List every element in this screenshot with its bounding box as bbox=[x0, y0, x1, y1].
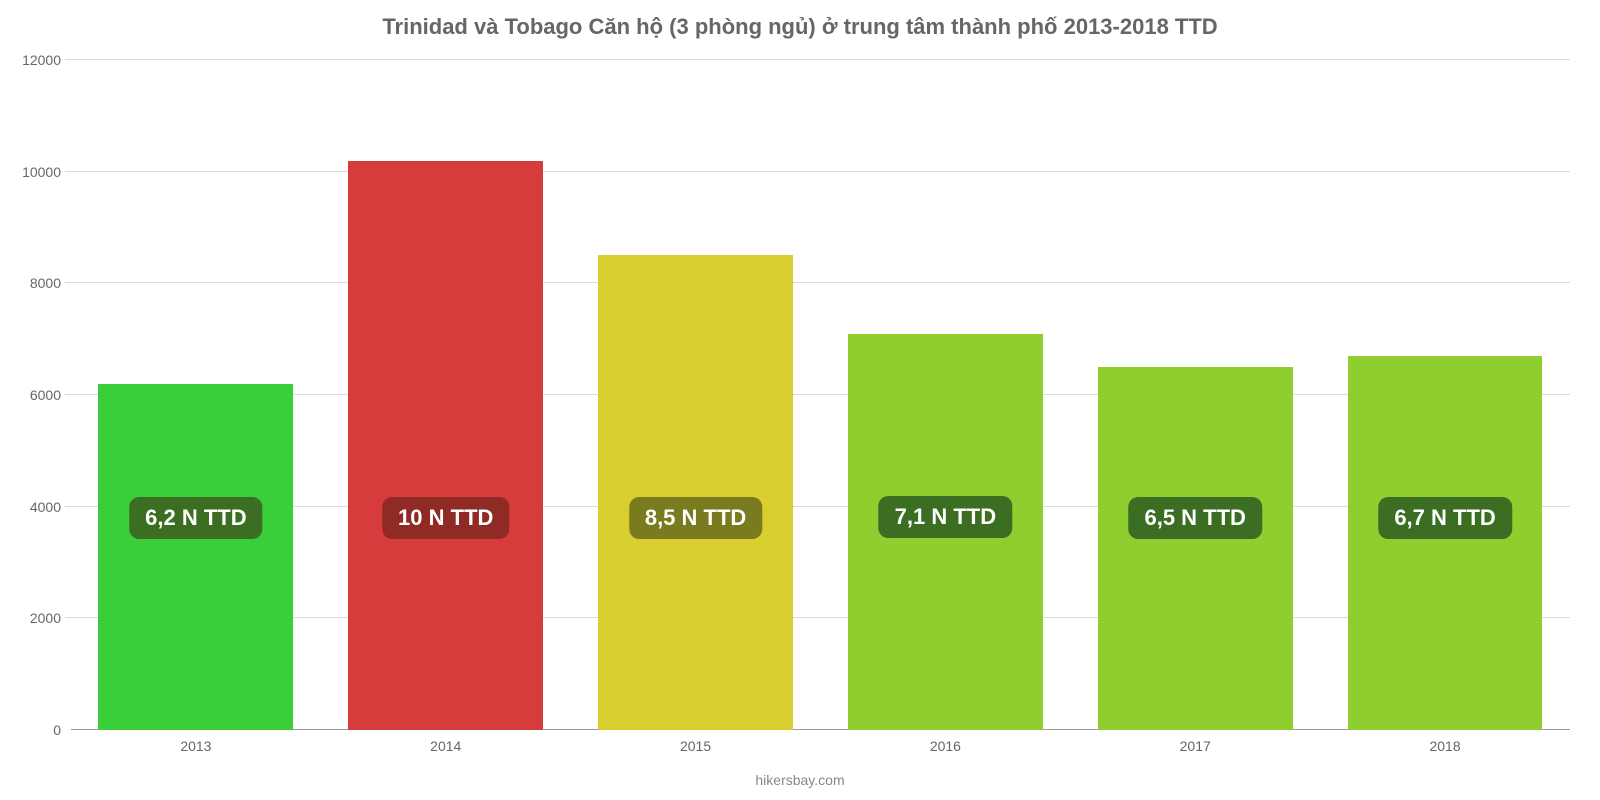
y-tick-label: 0 bbox=[11, 722, 61, 738]
plot-area: 6,2 N TTD201310 N TTD20148,5 N TTD20157,… bbox=[70, 60, 1570, 730]
y-tick-label: 8000 bbox=[11, 275, 61, 291]
y-tick-label: 2000 bbox=[11, 610, 61, 626]
attribution-text: hikersbay.com bbox=[0, 772, 1600, 788]
bar-value-label: 10 N TTD bbox=[382, 497, 509, 539]
bar: 6,2 N TTD bbox=[98, 384, 293, 730]
bars-row: 6,2 N TTD201310 N TTD20148,5 N TTD20157,… bbox=[71, 60, 1570, 730]
bar-slot: 10 N TTD2014 bbox=[321, 60, 571, 730]
bar-slot: 6,5 N TTD2017 bbox=[1070, 60, 1320, 730]
x-tick-label: 2013 bbox=[180, 738, 211, 754]
bar-value-label: 7,1 N TTD bbox=[879, 496, 1012, 538]
y-tick-label: 10000 bbox=[11, 164, 61, 180]
bar-slot: 8,5 N TTD2015 bbox=[571, 60, 821, 730]
bar-slot: 7,1 N TTD2016 bbox=[820, 60, 1070, 730]
x-tick-label: 2014 bbox=[430, 738, 461, 754]
x-tick-label: 2015 bbox=[680, 738, 711, 754]
chart-title: Trinidad và Tobago Căn hộ (3 phòng ngủ) … bbox=[0, 14, 1600, 40]
bar-value-label: 6,7 N TTD bbox=[1378, 497, 1511, 539]
bar: 8,5 N TTD bbox=[598, 255, 793, 730]
y-tick-label: 6000 bbox=[11, 387, 61, 403]
x-tick-label: 2016 bbox=[930, 738, 961, 754]
chart-container: Trinidad và Tobago Căn hộ (3 phòng ngủ) … bbox=[0, 0, 1600, 800]
bar: 10 N TTD bbox=[348, 161, 543, 731]
bar-slot: 6,7 N TTD2018 bbox=[1320, 60, 1570, 730]
bar: 6,5 N TTD bbox=[1098, 367, 1293, 730]
y-tick-label: 12000 bbox=[11, 52, 61, 68]
x-tick-label: 2017 bbox=[1180, 738, 1211, 754]
bar: 6,7 N TTD bbox=[1348, 356, 1543, 730]
bar-slot: 6,2 N TTD2013 bbox=[71, 60, 321, 730]
x-tick-label: 2018 bbox=[1429, 738, 1460, 754]
bar: 7,1 N TTD bbox=[848, 334, 1043, 730]
bar-value-label: 8,5 N TTD bbox=[629, 497, 762, 539]
y-tick-label: 4000 bbox=[11, 499, 61, 515]
bar-value-label: 6,2 N TTD bbox=[129, 497, 262, 539]
bar-value-label: 6,5 N TTD bbox=[1128, 497, 1261, 539]
